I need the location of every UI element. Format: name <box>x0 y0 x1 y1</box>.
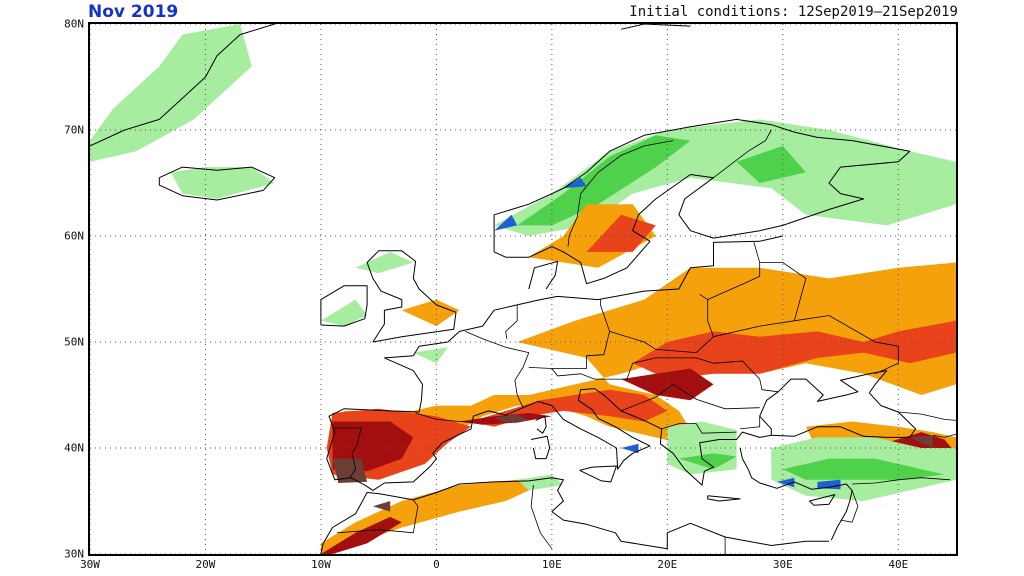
map-title: Nov 2019 <box>88 2 179 22</box>
anomaly-region-blue <box>777 477 795 488</box>
country-border <box>759 262 807 321</box>
anomaly-map <box>90 24 956 554</box>
longitude-label: 0 <box>433 558 440 571</box>
anomaly-region-light-green <box>320 299 368 327</box>
longitude-label: 10W <box>310 558 331 571</box>
country-border <box>567 140 674 247</box>
initial-conditions-label: Initial conditions: 12Sep2019–21Sep2019 <box>629 4 958 20</box>
coastline-ireland <box>320 285 368 327</box>
latitude-label: 40N <box>64 441 84 455</box>
coastline-iceland <box>158 166 276 201</box>
country-border <box>707 242 761 300</box>
anomaly-region-dark-brown <box>494 414 529 423</box>
country-border <box>465 331 530 408</box>
anomaly-region-blue <box>494 214 518 231</box>
anomaly-region-blue <box>817 479 841 490</box>
coastline-scandinavia <box>493 118 911 285</box>
country-border <box>672 384 760 410</box>
anomaly-region-orange <box>332 262 956 448</box>
coastline-turkey-south <box>739 447 853 541</box>
country-border <box>696 357 779 393</box>
coastline-africa <box>320 477 829 554</box>
country-border <box>609 293 714 354</box>
country-border <box>332 427 362 478</box>
coastline-crete <box>707 495 741 502</box>
anomaly-region-blue <box>563 177 587 189</box>
anomaly-region-dark-brown <box>372 501 391 512</box>
latitude-label: 30N <box>64 547 84 561</box>
anomaly-region-green <box>678 453 737 470</box>
anomaly-region-light-green <box>667 421 737 475</box>
coastline-cyprus <box>809 494 836 506</box>
country-border <box>713 129 772 179</box>
country-border <box>551 357 697 380</box>
anomaly-region-red <box>586 214 656 252</box>
country-border <box>852 477 951 485</box>
anomaly-region-light-green <box>413 347 448 364</box>
coastline-greenland <box>90 24 275 147</box>
anomaly-region-dark-brown <box>332 458 368 483</box>
map-frame <box>88 22 958 556</box>
latitude-label: 70N <box>64 123 84 137</box>
anomaly-region-light-green <box>517 474 564 491</box>
longitude-label: 30E <box>772 558 793 571</box>
anomaly-region-green <box>782 458 945 480</box>
coastline-continent-north <box>384 235 783 359</box>
coastline-continent-west <box>326 357 917 491</box>
country-border <box>620 384 674 412</box>
anomaly-region-light-green <box>170 167 275 199</box>
coastline-sardinia <box>531 435 551 460</box>
latitude-label: 60N <box>64 229 84 243</box>
country-border <box>713 315 899 375</box>
anomaly-region-light-green <box>355 251 414 274</box>
country-border <box>530 485 553 549</box>
longitude-label: 20W <box>195 558 216 571</box>
latitude-label: 80N <box>64 17 84 31</box>
country-border <box>932 433 956 438</box>
longitude-label: 40E <box>888 558 909 571</box>
country-border <box>840 490 859 523</box>
country-border <box>740 416 761 430</box>
anomaly-region-dark-brown <box>909 435 933 448</box>
longitude-label: 30W <box>80 558 100 571</box>
longitude-label: 10E <box>541 558 562 571</box>
coastline-turkey-north <box>771 426 910 438</box>
anomaly-region-red <box>632 320 956 380</box>
anomaly-region-dark-red <box>320 516 402 554</box>
anomaly-region-blue <box>621 443 639 454</box>
latitude-label: 50N <box>64 335 84 349</box>
country-border <box>898 411 956 421</box>
country-border <box>528 299 611 369</box>
country-border <box>505 304 518 339</box>
anomaly-region-orange <box>401 299 460 327</box>
anomaly-region-green <box>736 145 806 183</box>
country-border <box>415 412 474 423</box>
coastline-corsica <box>535 415 547 434</box>
country-border <box>337 499 419 534</box>
coastline-spitsbergen-hint <box>620 24 691 30</box>
coastline-great-britain <box>366 250 457 343</box>
anomaly-region-green <box>517 135 691 226</box>
country-border <box>661 423 737 434</box>
longitude-label: 20E <box>657 558 678 571</box>
coastline-denmark <box>528 260 559 290</box>
anomaly-region-light-green <box>90 24 252 162</box>
coastline-sicily <box>579 465 617 483</box>
